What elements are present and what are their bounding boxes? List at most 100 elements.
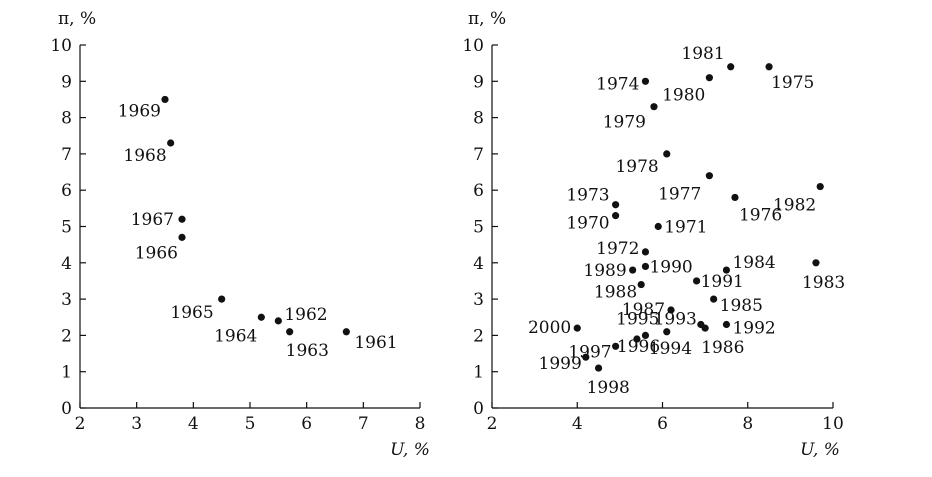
right-point-2000 [573, 324, 581, 332]
right-point-label-1987: 1987 [622, 300, 665, 320]
right-point-label-1996: 1996 [617, 337, 660, 357]
right-x-tick-label: 8 [742, 414, 753, 434]
right-point-1992 [722, 320, 731, 329]
right-point-label-1989: 1989 [583, 261, 626, 281]
right-y-tick-label: 0 [473, 399, 484, 419]
left-y-tick-label: 4 [61, 254, 72, 274]
left-point-1963 [286, 328, 294, 336]
right-y-tick-label: 8 [473, 109, 484, 129]
right-point-1974 [641, 77, 650, 85]
right-point-1973 [612, 201, 620, 209]
right-point-label-1992: 1992 [732, 319, 775, 339]
left-y-tick-label: 9 [61, 72, 72, 92]
right-point-1993 [697, 320, 705, 329]
right-y-tick-label: 7 [473, 145, 484, 165]
left-y-tick-label: 1 [61, 363, 72, 383]
right-point-label-1994: 1994 [649, 339, 692, 359]
left-y-tick-label: 10 [50, 36, 72, 56]
right-point-1985 [710, 295, 718, 303]
left-y-tick-label: 0 [61, 399, 72, 419]
left-point-label-1964: 1964 [214, 326, 257, 346]
left-point-1962 [274, 317, 282, 325]
right-y-tick-label: 3 [473, 290, 484, 310]
right-point-1979 [650, 103, 658, 111]
right-point-label-1988: 1988 [594, 283, 637, 303]
left-x-tick-label: 3 [131, 414, 142, 434]
right-point-label-1978: 1978 [615, 157, 658, 177]
right-point-label-1972: 1972 [596, 239, 639, 259]
right-point-1975 [765, 63, 773, 71]
right-point-1978 [663, 150, 671, 158]
right-point-label-1979: 1979 [603, 113, 646, 133]
left-point-label-1963: 1963 [286, 341, 329, 361]
right-point-label-1995: 1995 [616, 309, 659, 329]
right-y-tick-label: 9 [473, 72, 484, 92]
right-point-label-1981: 1981 [681, 44, 724, 64]
left-y-axis-label: π, % [58, 9, 96, 29]
left-point-label-1962: 1962 [284, 305, 327, 325]
right-point-1972 [641, 248, 650, 256]
right-point-label-1984: 1984 [732, 253, 775, 273]
right-point-1977 [705, 172, 713, 180]
right-point-label-1973: 1973 [566, 186, 609, 206]
left-point-1964 [257, 313, 265, 321]
right-point-1970 [612, 212, 620, 220]
right-point-label-1977: 1977 [658, 185, 701, 205]
right-point-1994 [663, 328, 671, 336]
right-point-label-1986: 1986 [701, 338, 744, 358]
right-y-tick-label: 2 [473, 326, 484, 346]
right-y-tick-label: 4 [473, 254, 484, 274]
left-x-tick-label: 8 [415, 414, 426, 434]
right-x-tick-label: 10 [822, 414, 844, 434]
right-x-tick-label: 2 [487, 414, 498, 434]
right-point-label-1997: 1997 [568, 342, 611, 362]
right-y-tick-label: 1 [473, 363, 484, 383]
right-y-axis-label: π, % [468, 9, 506, 29]
left-x-tick-label: 6 [301, 414, 312, 434]
right-point-label-1985: 1985 [720, 296, 763, 316]
right-point-label-1998: 1998 [587, 378, 630, 398]
right-point-label-1975: 1975 [771, 73, 814, 93]
right-y-tick-label: 10 [462, 36, 484, 56]
right-point-1971 [654, 222, 662, 231]
right-point-1997 [612, 342, 620, 350]
right-point-label-1983: 1983 [802, 273, 845, 293]
right-point-label-1999: 1999 [539, 354, 582, 374]
right-point-1995 [641, 331, 650, 339]
left-x-tick-label: 2 [75, 414, 86, 434]
left-y-tick-label: 7 [61, 145, 72, 165]
left-point-1968 [167, 139, 175, 147]
right-y-tick-label: 6 [473, 181, 484, 201]
right-point-label-1976: 1976 [739, 205, 782, 225]
left-point-label-1966: 1966 [135, 243, 178, 263]
right-point-label-1974: 1974 [596, 74, 639, 94]
left-point-label-1969: 1969 [118, 101, 161, 121]
right-point-label-1982: 1982 [773, 196, 816, 216]
left-point-1961 [342, 328, 350, 336]
right-point-1981 [727, 63, 735, 71]
left-y-tick-label: 5 [61, 218, 72, 238]
right-x-tick-label: 6 [657, 414, 668, 434]
left-chart-panel: 2 3 4 5 6 7 8 0 1 2 3 4 5 6 7 8 9 10 π, % U, % 1961 1962 1963… [50, 9, 430, 460]
left-y-tick-label: 6 [61, 181, 72, 201]
right-point-1998 [594, 364, 603, 372]
left-chart-axes: 2 3 4 5 6 7 8 0 1 2 3 4 5 6 7 8 9 10 π, % U, % [50, 9, 430, 460]
right-point-label-1993: 1993 [654, 310, 697, 330]
right-point-1989 [629, 266, 637, 274]
left-point-1966 [178, 233, 186, 241]
right-point-1976 [731, 193, 739, 202]
right-x-axis-label: U, % [800, 440, 840, 460]
left-point-label-1968: 1968 [123, 146, 166, 166]
right-x-tick-label: 4 [572, 414, 583, 434]
left-point-label-1967: 1967 [131, 210, 174, 230]
left-y-tick-label: 2 [61, 326, 72, 346]
left-point-label-1961: 1961 [354, 333, 397, 353]
left-x-tick-label: 5 [245, 414, 256, 434]
left-y-tick-label: 8 [61, 109, 72, 129]
left-point-1969 [161, 95, 169, 104]
left-y-tick-label: 3 [61, 290, 72, 310]
